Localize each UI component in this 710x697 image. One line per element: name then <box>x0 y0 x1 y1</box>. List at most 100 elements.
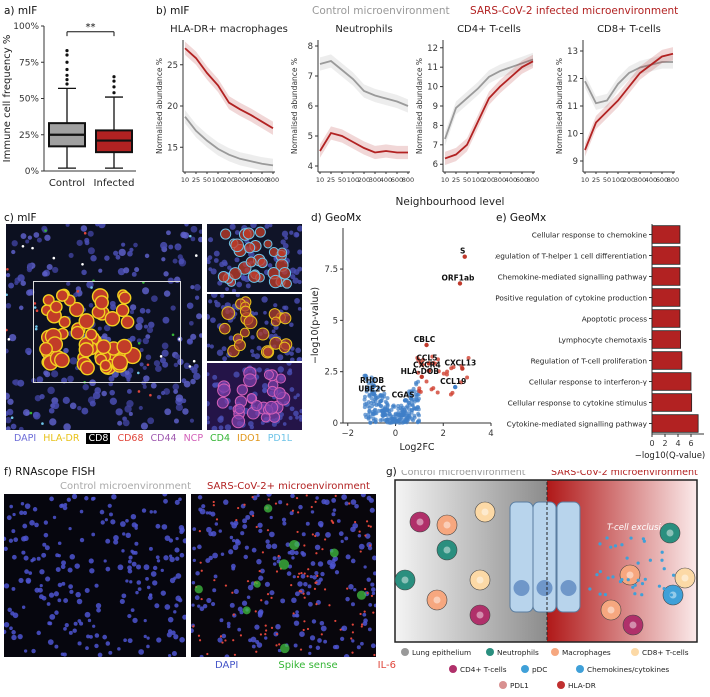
nucleus <box>87 230 94 237</box>
cell-nucleus <box>607 606 615 614</box>
nucleus <box>213 258 219 263</box>
marker-dot <box>149 393 152 397</box>
nucleus <box>34 587 40 593</box>
nucleus <box>282 243 289 249</box>
x-tick-label: 25 <box>592 176 600 184</box>
nucleus <box>232 539 236 543</box>
labelled-gene-point <box>402 398 408 403</box>
nucleus <box>246 595 251 599</box>
nucleus <box>21 605 26 609</box>
il6-signal <box>258 569 261 573</box>
x-tick-label: 10 <box>316 176 324 184</box>
stained-cell <box>221 306 236 321</box>
nucleus <box>6 303 12 309</box>
nucleus <box>210 601 216 607</box>
nucleus <box>291 597 297 604</box>
nucleus <box>84 587 90 593</box>
nucleus <box>135 590 139 595</box>
nucleus <box>256 345 262 351</box>
panel-b-infected-title: SARS-CoV-2 infected microenvironment <box>470 5 679 17</box>
chemokine-dot <box>625 556 629 560</box>
nucleus <box>130 513 137 520</box>
nucleus <box>293 231 300 238</box>
nucleus <box>173 576 177 580</box>
nucleus <box>202 604 208 609</box>
nucleus <box>69 589 74 594</box>
chemokine-dot <box>603 592 608 597</box>
il6-signal <box>313 587 317 590</box>
nucleus <box>42 542 47 547</box>
il6-signal <box>323 538 327 541</box>
stained-cell <box>282 278 292 289</box>
nucleus <box>76 598 83 605</box>
il6-signal <box>215 518 219 521</box>
nucleus <box>182 538 186 544</box>
nucleus <box>52 402 60 410</box>
gene-point <box>366 412 371 417</box>
y-tick-label: 4 <box>308 162 313 172</box>
gene-point <box>387 411 392 416</box>
marker-dot <box>34 327 38 331</box>
nucleus <box>160 568 164 573</box>
gene-point <box>385 396 390 401</box>
nucleus <box>22 523 28 529</box>
macrophage-cluster <box>99 359 112 372</box>
nucleus <box>297 225 302 232</box>
nucleus <box>105 538 111 544</box>
panel-c-label: c) mIF <box>4 212 37 224</box>
nucleus <box>81 407 89 415</box>
nucleus <box>366 577 371 582</box>
nucleus <box>27 235 33 240</box>
il6-signal <box>251 495 254 499</box>
epithelial-nucleus <box>560 580 577 596</box>
gene-point-up <box>441 371 446 376</box>
nucleus <box>18 577 24 584</box>
nucleus <box>208 237 214 243</box>
il6-signal <box>277 554 280 558</box>
nucleus <box>148 593 153 597</box>
nucleus <box>317 561 324 567</box>
confidence-band <box>445 54 533 166</box>
macrophage-cluster <box>39 342 53 356</box>
stain-cd4: CD4 <box>210 433 231 444</box>
il6-signal <box>266 529 270 532</box>
nucleus <box>6 273 11 278</box>
nucleus <box>109 389 115 396</box>
nucleus <box>18 305 24 311</box>
nucleus <box>199 606 205 612</box>
il6-signal <box>366 591 369 595</box>
nucleus <box>174 353 181 360</box>
nucleus <box>178 497 182 502</box>
spike-signal <box>278 559 290 570</box>
chemokine-dot <box>671 573 676 577</box>
il6-signal <box>255 650 258 653</box>
nucleus <box>49 418 57 426</box>
nucleus <box>311 619 317 624</box>
nucleus <box>134 526 138 530</box>
nucleus <box>25 347 32 355</box>
nucleus <box>156 637 162 643</box>
nucleus <box>294 591 300 597</box>
nucleus <box>254 624 260 630</box>
x-tick-label: 25 <box>192 176 200 184</box>
cell-nucleus <box>481 508 489 516</box>
nucleus <box>54 644 59 649</box>
nucleus <box>17 274 25 282</box>
gene-point <box>382 394 387 399</box>
nucleus <box>183 380 191 388</box>
stain-legend-c: DAPI HLA-DR CD8 CD68 CD44 NCP CD4 IDO1 PD1L <box>14 433 299 444</box>
chemokine-dot <box>633 592 637 596</box>
chemokine-dot <box>648 558 652 562</box>
gene-point <box>385 408 390 413</box>
nucleus <box>138 405 143 411</box>
gene-point <box>404 405 409 410</box>
confidence-band <box>185 41 273 135</box>
nucleus <box>67 375 74 383</box>
nucleus <box>283 305 289 311</box>
nucleus <box>292 575 296 579</box>
nucleus <box>234 257 240 263</box>
nucleus <box>39 569 45 575</box>
y-tick-label: 9 <box>433 102 438 112</box>
x-tick-label: 400 <box>505 176 517 184</box>
series-line-control <box>184 116 274 167</box>
